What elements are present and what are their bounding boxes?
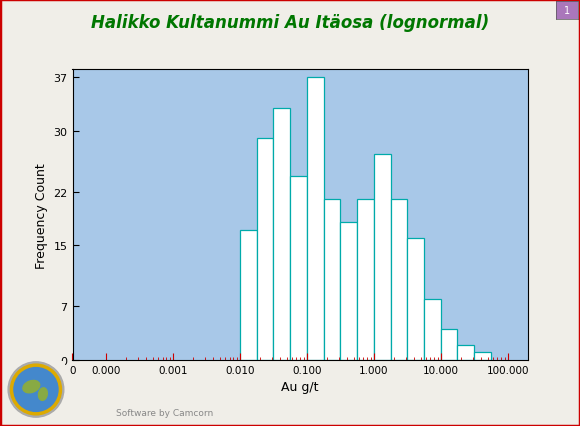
Circle shape [10,364,61,415]
X-axis label: Au g/t: Au g/t [281,380,319,393]
Bar [340,223,357,360]
Bar [240,230,256,360]
Text: Halikko Kultanummi Au Itäosa (lognormal): Halikko Kultanummi Au Itäosa (lognormal) [91,14,489,32]
Y-axis label: Frequency Count: Frequency Count [35,162,48,268]
Bar [374,154,390,360]
Ellipse shape [38,388,48,400]
Bar [307,78,324,360]
Bar [474,352,491,360]
Bar [290,177,307,360]
Bar [390,200,407,360]
Bar [273,108,290,360]
Bar [458,345,474,360]
Circle shape [14,368,58,412]
Text: 1: 1 [564,6,570,16]
Bar [441,329,458,360]
Bar [357,200,374,360]
Circle shape [8,362,64,417]
Bar [256,139,273,360]
Text: Software by Camcorn: Software by Camcorn [116,409,213,417]
Bar [407,238,424,360]
Bar [324,200,340,360]
Bar [424,299,441,360]
Ellipse shape [23,380,40,393]
